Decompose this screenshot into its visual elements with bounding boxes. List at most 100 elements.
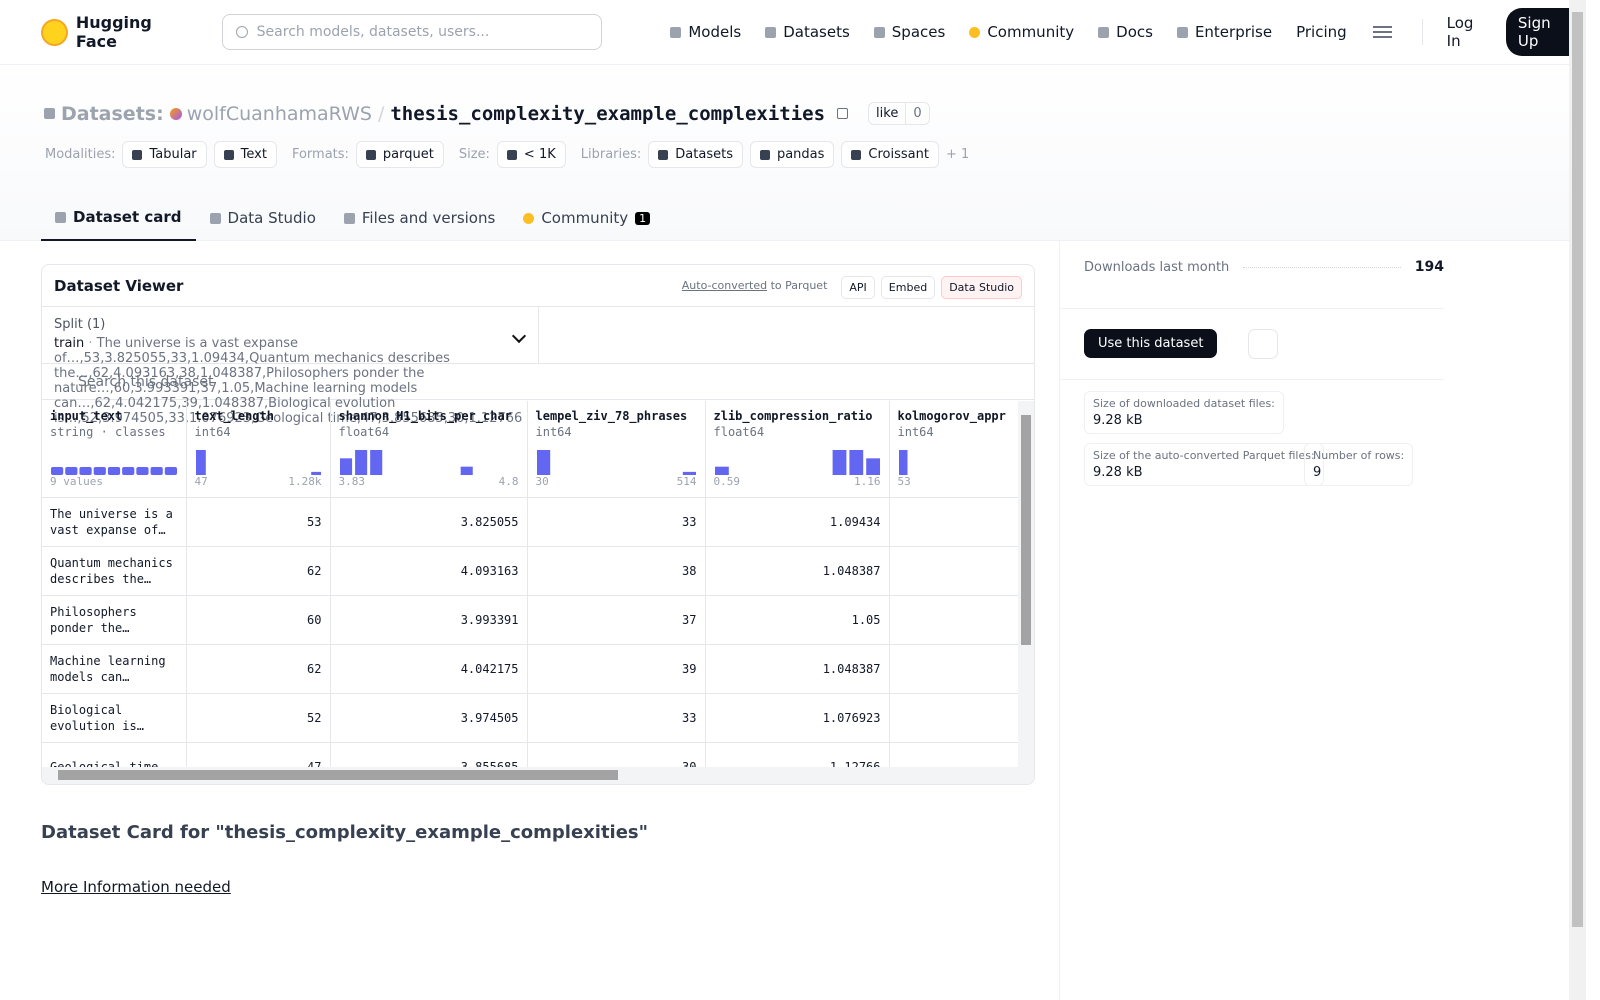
column-header[interactable]: kolmogorov_appr int64 53: [889, 401, 1020, 498]
tab-icon: [209, 212, 221, 224]
tab-icon: [523, 212, 535, 224]
nav-link-text[interactable]: Models: [688, 23, 742, 41]
login[interactable]: Log In: [1446, 14, 1474, 50]
column-name[interactable]: text_length: [194, 409, 274, 423]
brand-name[interactable]: Hugging Face: [75, 13, 152, 51]
cell: 47: [186, 742, 331, 769]
viewer-button[interactable]: Embed: [880, 276, 936, 299]
scroll-thumb[interactable]: [1572, 12, 1583, 927]
hist-bar: [898, 450, 907, 475]
dataset-name[interactable]: thesis_complexity_example_complexities: [390, 102, 826, 125]
column-name[interactable]: zlib_compression_ratio: [713, 409, 873, 423]
tag[interactable]: Datasets: [648, 141, 743, 168]
nav-link-text[interactable]: Community: [987, 23, 1075, 41]
tab-label[interactable]: Files and versions: [361, 209, 496, 227]
column-name[interactable]: shannon_H1_bits_per_char: [338, 409, 512, 423]
tab-label[interactable]: Community: [541, 209, 629, 227]
hist-bar: [339, 458, 352, 475]
nav-icon: [1176, 26, 1188, 38]
column-header[interactable]: zlib_compression_ratio float64 0.59 1.16: [705, 401, 890, 498]
tab[interactable]: Dataset card: [41, 195, 196, 241]
column-name[interactable]: kolmogorov_appr: [897, 409, 1006, 423]
column-header[interactable]: input_text string · classes 9 values: [42, 401, 187, 498]
card-link[interactable]: More Information needed: [41, 878, 231, 896]
tag[interactable]: pandas: [749, 141, 835, 168]
nav-link[interactable]: Spaces: [873, 23, 946, 41]
stat-value: 9.28 kB: [1093, 413, 1143, 428]
like-label[interactable]: like: [876, 106, 899, 121]
tag[interactable]: Croissant: [841, 141, 939, 168]
class-bar: [107, 467, 121, 475]
hist-bar: [310, 471, 321, 475]
column-summary: 9 values: [50, 475, 103, 488]
tab-label[interactable]: Data Studio: [227, 209, 316, 227]
cell-value: 3.825055: [460, 514, 519, 529]
like-button[interactable]: like 0: [868, 102, 930, 125]
table-row[interactable]: Quantum mechanics describes the… 62 4.0931…: [42, 546, 1020, 596]
column-header[interactable]: text_length int64 47 1.28k: [186, 401, 331, 498]
nav-icon: [765, 26, 777, 38]
cell: Quantum mechanics describes the…: [42, 546, 187, 596]
auto-link[interactable]: Auto-converted: [681, 279, 768, 292]
brand[interactable]: Hugging Face: [41, 13, 198, 51]
use-dataset-button[interactable]: Use this dataset: [1084, 329, 1218, 358]
more-button[interactable]: [1248, 329, 1278, 359]
viewer-search[interactable]: Search this dataset: [42, 364, 1034, 400]
nav-link[interactable]: Docs: [1098, 23, 1153, 41]
nav-link-text[interactable]: Enterprise: [1194, 23, 1273, 41]
class-bar: [79, 467, 92, 475]
nav-link[interactable]: Models: [670, 23, 741, 41]
table-row[interactable]: Biological evolution is… 52 3.974505 33 1.07…: [42, 693, 1020, 743]
page-scrollbar[interactable]: [1569, 0, 1586, 1000]
viewer-button[interactable]: Data Studio: [941, 276, 1022, 299]
tab[interactable]: Files and versions: [330, 195, 509, 241]
like-count[interactable]: 0: [905, 103, 928, 124]
scroll-thumb[interactable]: [58, 770, 618, 780]
scroll-thumb[interactable]: [1021, 415, 1031, 645]
cell: 53: [186, 497, 331, 547]
cell-value: 53: [307, 514, 322, 529]
nav-link-text[interactable]: Spaces: [891, 23, 946, 41]
split-select[interactable]: Split (1) train · The universe is a vast…: [42, 307, 539, 426]
search-box[interactable]: Search models, datasets, users...: [221, 14, 603, 50]
nav-link[interactable]: Pricing: [1296, 23, 1347, 41]
menu-button[interactable]: [1372, 31, 1392, 33]
owner[interactable]: wolfCuanhamaRWS: [170, 103, 372, 125]
tab-label[interactable]: Dataset card: [73, 208, 182, 226]
column-header[interactable]: shannon_H1_bits_per_char float64 3.83 4.8: [330, 401, 528, 498]
more-tags[interactable]: + 1: [945, 147, 970, 162]
nav-link-text[interactable]: Datasets: [783, 23, 850, 41]
hist-bar: [369, 450, 382, 475]
tab[interactable]: Data Studio: [196, 195, 330, 241]
nav-link[interactable]: Community: [969, 23, 1074, 41]
tag[interactable]: parquet: [355, 141, 444, 168]
column-name[interactable]: input_text: [50, 409, 123, 423]
copy-button[interactable]: [837, 108, 849, 119]
table-wrap: input_text string · classes 9 values text_l…: [42, 401, 1020, 769]
column-header[interactable]: lempel_ziv_78_phrases int64 30 514: [527, 401, 706, 498]
nav-link-text[interactable]: Pricing: [1296, 23, 1347, 41]
cell: 1.12766: [705, 742, 890, 770]
tag[interactable]: < 1K: [496, 141, 566, 168]
nav-link[interactable]: Enterprise: [1176, 23, 1273, 41]
column-type: int64: [194, 425, 231, 439]
column-name[interactable]: lempel_ziv_78_phrases: [535, 409, 688, 423]
tag[interactable]: Tabular: [122, 141, 207, 168]
viewer-button[interactable]: API: [841, 276, 875, 299]
hist-bar: [848, 450, 863, 475]
table-row[interactable]: Machine learning models can… 62 4.042175 39…: [42, 644, 1020, 694]
table-row[interactable]: The universe is a vast expanse of… 53 3.82…: [42, 497, 1020, 547]
nav-link-text[interactable]: Docs: [1116, 23, 1153, 41]
prefix[interactable]: Datasets:: [61, 102, 164, 125]
vertical-scrollbar[interactable]: [1018, 401, 1034, 769]
nav-link[interactable]: Datasets: [765, 23, 850, 41]
horizontal-scrollbar[interactable]: [42, 767, 1034, 784]
cell-value: 1.12766: [829, 759, 881, 770]
tag[interactable]: Text: [213, 141, 277, 168]
split-name[interactable]: train: [54, 336, 85, 351]
tabs: Dataset card Data Studio Files and version…: [41, 195, 664, 241]
tab[interactable]: Community 1: [509, 195, 664, 241]
min-max: 3.83 4.8: [339, 475, 519, 488]
table-row[interactable]: Geological time 47 3.855685 30 1.12766: [42, 742, 1020, 769]
table-row[interactable]: Philosophers ponder the nature… 60 3.99339…: [42, 595, 1020, 645]
